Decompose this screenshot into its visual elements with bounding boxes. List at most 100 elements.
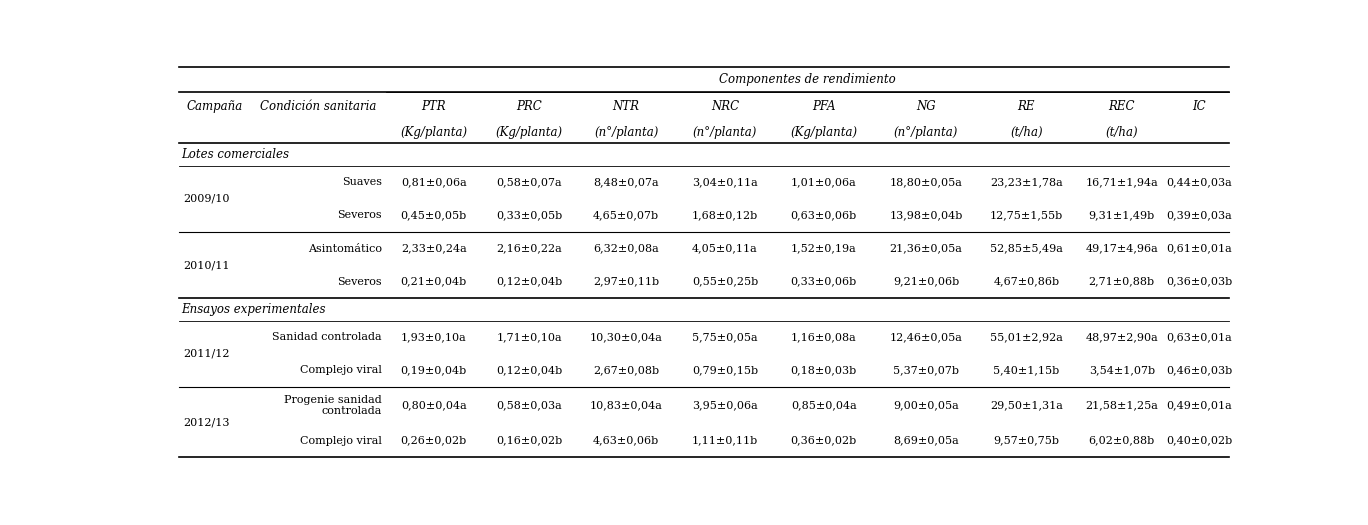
Text: Severos: Severos	[338, 211, 382, 220]
Text: 9,00±0,05a: 9,00±0,05a	[893, 401, 959, 411]
Text: 49,17±4,96a: 49,17±4,96a	[1085, 244, 1159, 254]
Text: 3,04±0,11a: 3,04±0,11a	[692, 177, 758, 187]
Text: Componentes de rendimiento: Componentes de rendimiento	[720, 73, 896, 86]
Text: 16,71±1,94a: 16,71±1,94a	[1085, 177, 1159, 187]
Text: 0,58±0,03a: 0,58±0,03a	[497, 401, 562, 411]
Text: 2,97±0,11b: 2,97±0,11b	[594, 277, 659, 287]
Text: Asintomático: Asintomático	[308, 244, 382, 254]
Text: 4,67±0,86b: 4,67±0,86b	[993, 277, 1059, 287]
Text: 2,16±0,22a: 2,16±0,22a	[497, 244, 562, 254]
Text: 0,40±0,02b: 0,40±0,02b	[1166, 436, 1233, 446]
Text: Complejo viral: Complejo viral	[300, 365, 382, 375]
Text: (n°/planta): (n°/planta)	[893, 126, 958, 139]
Text: 8,48±0,07a: 8,48±0,07a	[594, 177, 659, 187]
Text: 0,63±0,01a: 0,63±0,01a	[1167, 332, 1233, 342]
Text: 4,65±0,07b: 4,65±0,07b	[594, 211, 659, 220]
Text: Suaves: Suaves	[342, 177, 382, 187]
Text: 0,85±0,04a: 0,85±0,04a	[791, 401, 856, 411]
Text: Ensayos experimentales: Ensayos experimentales	[182, 303, 326, 316]
Text: 1,16±0,08a: 1,16±0,08a	[791, 332, 856, 342]
Text: Lotes comerciales: Lotes comerciales	[182, 148, 290, 161]
Text: 0,80±0,04a: 0,80±0,04a	[401, 401, 466, 411]
Text: 12,46±0,05a: 12,46±0,05a	[889, 332, 962, 342]
Text: PRC: PRC	[516, 100, 542, 113]
Text: 0,33±0,05b: 0,33±0,05b	[497, 211, 562, 220]
Text: 10,83±0,04a: 10,83±0,04a	[590, 401, 662, 411]
Text: 0,12±0,04b: 0,12±0,04b	[497, 277, 562, 287]
Text: 0,79±0,15b: 0,79±0,15b	[692, 365, 758, 375]
Text: 2,67±0,08b: 2,67±0,08b	[594, 365, 659, 375]
Text: Condición sanitaria: Condición sanitaria	[260, 100, 376, 113]
Text: (n°/planta): (n°/planta)	[594, 126, 658, 139]
Text: (n°/planta): (n°/planta)	[692, 126, 757, 139]
Text: 55,01±2,92a: 55,01±2,92a	[990, 332, 1063, 342]
Text: 5,75±0,05a: 5,75±0,05a	[692, 332, 758, 342]
Text: 4,63±0,06b: 4,63±0,06b	[594, 436, 659, 446]
Text: 9,21±0,06b: 9,21±0,06b	[893, 277, 959, 287]
Text: 0,63±0,06b: 0,63±0,06b	[791, 211, 856, 220]
Text: 0,55±0,25b: 0,55±0,25b	[692, 277, 758, 287]
Text: 1,11±0,11b: 1,11±0,11b	[692, 436, 758, 446]
Text: 8,69±0,05a: 8,69±0,05a	[893, 436, 959, 446]
Text: 0,45±0,05b: 0,45±0,05b	[401, 211, 466, 220]
Text: 1,68±0,12b: 1,68±0,12b	[692, 211, 758, 220]
Text: 9,31±1,49b: 9,31±1,49b	[1089, 211, 1155, 220]
Text: 12,75±1,55b: 12,75±1,55b	[990, 211, 1063, 220]
Text: Sanidad controlada: Sanidad controlada	[272, 332, 382, 342]
Text: 0,21±0,04b: 0,21±0,04b	[401, 277, 466, 287]
Text: 1,52±0,19a: 1,52±0,19a	[791, 244, 856, 254]
Text: 21,36±0,05a: 21,36±0,05a	[889, 244, 962, 254]
Text: 0,44±0,03a: 0,44±0,03a	[1167, 177, 1233, 187]
Text: 9,57±0,75b: 9,57±0,75b	[993, 436, 1059, 446]
Text: 0,12±0,04b: 0,12±0,04b	[497, 365, 562, 375]
Text: 2010/11: 2010/11	[183, 260, 230, 270]
Text: 0,46±0,03b: 0,46±0,03b	[1166, 365, 1233, 375]
Text: 13,98±0,04b: 13,98±0,04b	[889, 211, 963, 220]
Text: NG: NG	[917, 100, 936, 113]
Text: 4,05±0,11a: 4,05±0,11a	[692, 244, 758, 254]
Text: 0,33±0,06b: 0,33±0,06b	[791, 277, 856, 287]
Text: NRC: NRC	[711, 100, 739, 113]
Text: 2,33±0,24a: 2,33±0,24a	[401, 244, 466, 254]
Text: Severos: Severos	[338, 277, 382, 287]
Text: 2009/10: 2009/10	[183, 194, 230, 204]
Text: 0,58±0,07a: 0,58±0,07a	[497, 177, 562, 187]
Text: 0,36±0,02b: 0,36±0,02b	[791, 436, 856, 446]
Text: 3,54±1,07b: 3,54±1,07b	[1089, 365, 1155, 375]
Text: (t/ha): (t/ha)	[1105, 126, 1138, 139]
Text: 1,71±0,10a: 1,71±0,10a	[497, 332, 562, 342]
Text: Complejo viral: Complejo viral	[300, 436, 382, 446]
Text: IC: IC	[1193, 100, 1207, 113]
Text: 10,30±0,04a: 10,30±0,04a	[590, 332, 662, 342]
Text: 1,93±0,10a: 1,93±0,10a	[401, 332, 466, 342]
Text: 0,16±0,02b: 0,16±0,02b	[497, 436, 562, 446]
Text: (t/ha): (t/ha)	[1010, 126, 1042, 139]
Text: 0,49±0,01a: 0,49±0,01a	[1167, 401, 1233, 411]
Text: 0,81±0,06a: 0,81±0,06a	[401, 177, 466, 187]
Text: NTR: NTR	[613, 100, 640, 113]
Text: 0,26±0,02b: 0,26±0,02b	[401, 436, 466, 446]
Text: (Kg/planta): (Kg/planta)	[495, 126, 562, 139]
Text: (Kg/planta): (Kg/planta)	[791, 126, 858, 139]
Text: PFA: PFA	[813, 100, 836, 113]
Text: 29,50±1,31a: 29,50±1,31a	[990, 401, 1063, 411]
Text: 0,61±0,01a: 0,61±0,01a	[1167, 244, 1233, 254]
Text: RE: RE	[1018, 100, 1036, 113]
Text: 2012/13: 2012/13	[183, 418, 230, 428]
Text: PTR: PTR	[421, 100, 446, 113]
Text: 1,01±0,06a: 1,01±0,06a	[791, 177, 856, 187]
Text: 3,95±0,06a: 3,95±0,06a	[692, 401, 758, 411]
Text: Campaña: Campaña	[187, 100, 244, 113]
Text: 18,80±0,05a: 18,80±0,05a	[889, 177, 962, 187]
Text: 5,40±1,15b: 5,40±1,15b	[993, 365, 1060, 375]
Text: 6,32±0,08a: 6,32±0,08a	[594, 244, 659, 254]
Text: 0,36±0,03b: 0,36±0,03b	[1166, 277, 1233, 287]
Text: 21,58±1,25a: 21,58±1,25a	[1085, 401, 1159, 411]
Text: 2,71±0,88b: 2,71±0,88b	[1089, 277, 1155, 287]
Text: 48,97±2,90a: 48,97±2,90a	[1085, 332, 1159, 342]
Text: 52,85±5,49a: 52,85±5,49a	[990, 244, 1063, 254]
Text: 0,18±0,03b: 0,18±0,03b	[791, 365, 856, 375]
Text: (Kg/planta): (Kg/planta)	[401, 126, 468, 139]
Text: 2011/12: 2011/12	[183, 349, 230, 359]
Text: Progenie sanidad
controlada: Progenie sanidad controlada	[285, 395, 382, 416]
